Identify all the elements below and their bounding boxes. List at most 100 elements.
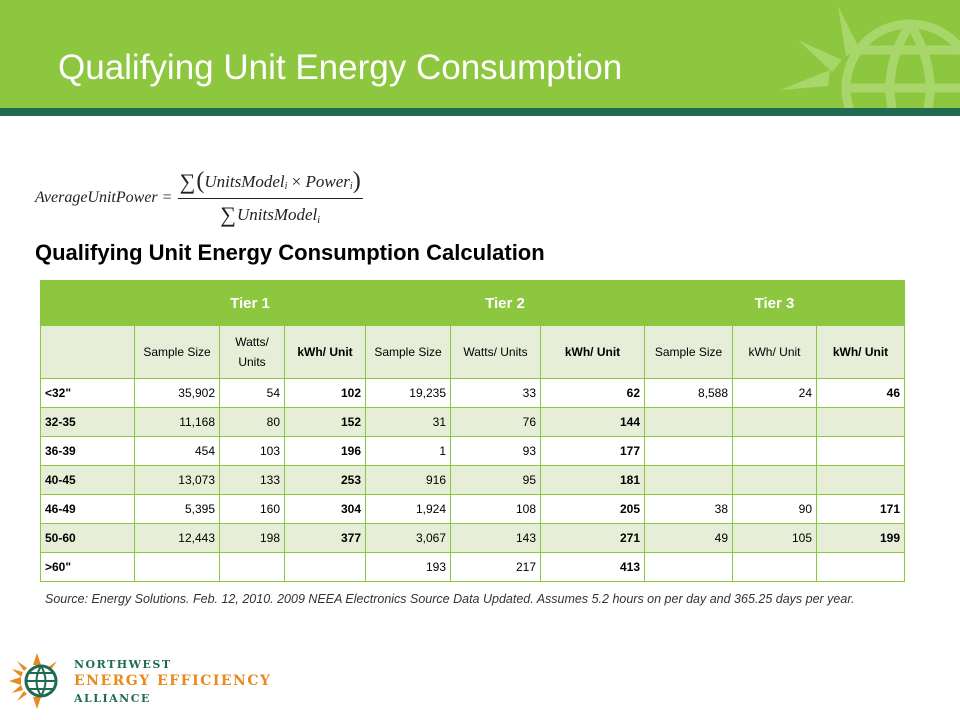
table-cell: 49 — [644, 523, 733, 553]
column-subheader: Sample Size — [644, 325, 733, 379]
sum-sigma-icon: ∑ — [179, 168, 196, 194]
table-body: <32" 35,902 54 102 19,235 33 62 8,588 24 46 32-35 1… — [40, 378, 905, 582]
table-cell — [816, 552, 905, 582]
fraction-bar — [177, 198, 363, 199]
table-cell: 304 — [284, 494, 366, 524]
tier-header-row: Tier 1 Tier 2 Tier 3 — [40, 280, 905, 326]
neea-logo: NORTHWEST ENERGY EFFICIENCY ALLIANCE — [8, 652, 272, 710]
table-cell: 253 — [284, 465, 366, 495]
table-cell: 90 — [732, 494, 817, 524]
table-cell: 413 — [540, 552, 645, 582]
formula-numerator: ∑ ( UnitsModel i × Power i ) — [178, 168, 363, 198]
table-cell — [134, 552, 220, 582]
table-cell: 377 — [284, 523, 366, 553]
table-cell: 454 — [134, 436, 220, 466]
table-cell: 143 — [450, 523, 541, 553]
table-row: 32-35 11,168 80 152 31 76 144 — [40, 407, 905, 437]
table-cell: 54 — [219, 378, 285, 408]
table-cell — [644, 552, 733, 582]
table-cell — [284, 552, 366, 582]
subheader-blank-cell — [40, 325, 135, 379]
table-cell — [644, 436, 733, 466]
screen-size-cell: <32" — [40, 378, 135, 408]
table-cell — [816, 436, 905, 466]
table-cell — [219, 552, 285, 582]
banner-rule — [0, 108, 960, 116]
column-subheader-row: Sample Size Watts/ Units kWh/ Unit Sample S… — [40, 325, 905, 379]
sun-globe-logo-icon — [9, 653, 58, 709]
screen-size-cell: 46-49 — [40, 494, 135, 524]
table-cell: 198 — [219, 523, 285, 553]
table-cell: 12,443 — [134, 523, 220, 553]
table-row: 46-49 5,395 160 304 1,924 108 205 38 90 171 — [40, 494, 905, 524]
table-cell — [732, 465, 817, 495]
column-subheader: Sample Size — [134, 325, 220, 379]
table-cell: 3,067 — [365, 523, 451, 553]
column-subheader: kWh/ Unit — [732, 325, 817, 379]
table-cell: 62 — [540, 378, 645, 408]
tier-2-header: Tier 2 — [365, 280, 645, 326]
table-cell: 5,395 — [134, 494, 220, 524]
screen-size-cell: >60" — [40, 552, 135, 582]
table-cell: 193 — [365, 552, 451, 582]
screen-size-cell: 32-35 — [40, 407, 135, 437]
table-row: <32" 35,902 54 102 19,235 33 62 8,588 24 46 — [40, 378, 905, 408]
column-subheader: kWh/ Unit — [540, 325, 645, 379]
table-cell: 38 — [644, 494, 733, 524]
source-note: Source: Energy Solutions. Feb. 12, 2010.… — [45, 592, 855, 606]
logo-line-northwest: NORTHWEST — [74, 657, 172, 671]
screen-size-cell: 40-45 — [40, 465, 135, 495]
table-cell — [732, 407, 817, 437]
column-subheader: Sample Size — [365, 325, 451, 379]
table-cell — [732, 552, 817, 582]
tier-1-header: Tier 1 — [134, 280, 366, 326]
formula-lhs: AverageUnitPower — [35, 189, 158, 206]
table-cell: 196 — [284, 436, 366, 466]
column-subheader: kWh/ Unit — [816, 325, 905, 379]
formula-equals: = — [162, 189, 172, 206]
slide-title: Qualifying Unit Energy Consumption — [58, 48, 623, 87]
denominator-units-index: i — [317, 214, 321, 226]
table-cell: 76 — [450, 407, 541, 437]
table-row: 40-45 13,073 133 253 916 95 181 — [40, 465, 905, 495]
table-cell: 102 — [284, 378, 366, 408]
table-cell: 1 — [365, 436, 451, 466]
table-cell: 103 — [219, 436, 285, 466]
table-cell — [816, 465, 905, 495]
table-cell: 31 — [365, 407, 451, 437]
table-row: 36-39 454 103 196 1 93 177 — [40, 436, 905, 466]
formula-times: × — [287, 171, 306, 191]
table-cell: 199 — [816, 523, 905, 553]
table-cell: 11,168 — [134, 407, 220, 437]
numerator-power-index: i — [349, 181, 353, 192]
logo-line-energy-efficiency: ENERGY EFFICIENCY — [74, 672, 272, 689]
table-cell: 24 — [732, 378, 817, 408]
logo-line-alliance: ALLIANCE — [74, 691, 151, 705]
corner-header-cell — [40, 280, 135, 326]
table-cell: 181 — [540, 465, 645, 495]
table-cell: 133 — [219, 465, 285, 495]
energy-consumption-table: Tier 1 Tier 2 Tier 3 Sample Size Watts/ U… — [40, 280, 905, 582]
formula-denominator: ∑ UnitsModel i — [218, 199, 322, 228]
table-cell: 205 — [540, 494, 645, 524]
formula-open-paren: ( — [196, 168, 205, 194]
table-cell: 144 — [540, 407, 645, 437]
table-row: 50-60 12,443 198 377 3,067 143 271 49 105 199 — [40, 523, 905, 553]
table-cell — [816, 407, 905, 437]
table-cell: 108 — [450, 494, 541, 524]
column-subheader: Watts/ Units — [450, 325, 541, 379]
table-cell — [644, 407, 733, 437]
sun-globe-watermark-icon — [780, 6, 960, 108]
numerator-power: Power — [305, 171, 350, 191]
table-cell: 19,235 — [365, 378, 451, 408]
table-cell: 93 — [450, 436, 541, 466]
numerator-units-index: i — [284, 181, 288, 192]
table-cell: 46 — [816, 378, 905, 408]
column-subheader: kWh/ Unit — [284, 325, 366, 379]
table-title: Qualifying Unit Energy Consumption Calcu… — [35, 240, 545, 265]
average-unit-power-formula: AverageUnitPower = ∑ ( UnitsModel i × Pow… — [35, 166, 363, 230]
denominator-units-model: UnitsModel — [236, 205, 318, 224]
table-cell: 916 — [365, 465, 451, 495]
table-cell: 271 — [540, 523, 645, 553]
formula-fraction: ∑ ( UnitsModel i × Power i ) ∑ UnitsModel i — [177, 168, 363, 228]
